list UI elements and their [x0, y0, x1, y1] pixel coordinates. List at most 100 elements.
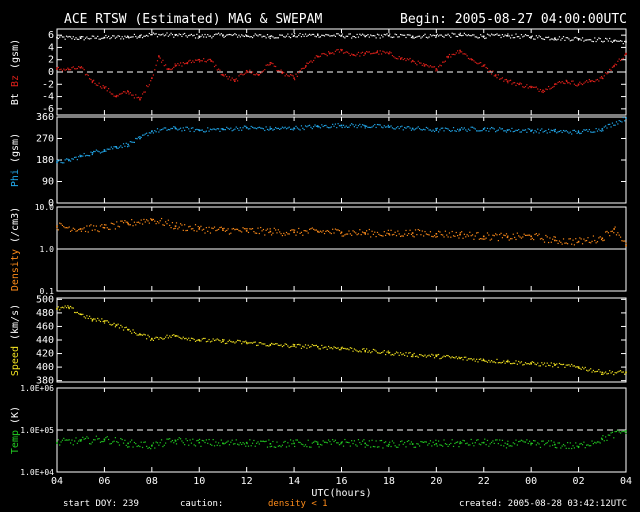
data-point: [91, 152, 94, 154]
data-point: [617, 232, 619, 234]
data-point: [614, 372, 616, 374]
data-point: [444, 60, 446, 62]
data-point: [596, 241, 599, 243]
data-point: [108, 88, 110, 90]
data-point: [469, 129, 471, 131]
data-point: [371, 126, 373, 128]
data-point: [375, 37, 377, 39]
data-point: [606, 38, 608, 40]
data-point: [393, 36, 395, 38]
data-point: [318, 231, 320, 233]
data-point: [554, 364, 556, 366]
data-point: [433, 66, 436, 68]
data-point: [503, 360, 505, 362]
data-point: [492, 127, 494, 129]
data-point: [558, 80, 561, 83]
data-point: [269, 35, 272, 38]
data-point: [461, 51, 463, 53]
data-point: [325, 346, 327, 348]
data-point: [318, 446, 320, 448]
data-point: [577, 131, 580, 134]
data-point: [398, 233, 400, 235]
data-point: [359, 229, 361, 231]
data-point: [283, 127, 285, 129]
data-point: [482, 64, 485, 66]
data-point: [592, 443, 595, 445]
data-point: [253, 230, 255, 233]
data-point: [625, 39, 627, 41]
data-point: [613, 40, 615, 42]
data-point: [275, 126, 277, 129]
data-point: [280, 344, 282, 346]
data-point: [101, 318, 103, 320]
data-point: [511, 363, 513, 365]
data-point: [113, 95, 115, 97]
data-point: [250, 445, 252, 447]
data-point: [394, 231, 396, 233]
data-point: [355, 36, 357, 39]
data-point: [121, 146, 123, 149]
data-point: [304, 344, 307, 346]
data-point: [342, 36, 345, 38]
data-point: [211, 60, 213, 62]
data-point: [118, 93, 121, 95]
data-point: [458, 52, 460, 54]
data-point: [184, 129, 186, 131]
data-point: [416, 127, 418, 129]
data-point: [455, 52, 457, 54]
data-point: [230, 79, 232, 81]
data-point: [207, 340, 209, 342]
data-point: [446, 34, 448, 36]
data-point: [247, 445, 250, 447]
data-point: [238, 339, 240, 342]
data-point: [370, 236, 372, 238]
data-point: [390, 354, 392, 356]
data-point: [189, 439, 191, 441]
ylabel-part: (/cm3): [10, 207, 21, 249]
data-point: [117, 95, 119, 97]
data-point: [133, 221, 136, 223]
data-point: [496, 439, 498, 441]
data-point: [198, 226, 201, 229]
data-point: [59, 159, 61, 161]
data-point: [560, 39, 562, 41]
data-point: [291, 74, 293, 76]
data-point: [220, 341, 222, 343]
data-point: [442, 61, 444, 63]
data-point: [216, 338, 218, 340]
data-point: [451, 439, 453, 441]
data-point: [65, 227, 68, 229]
data-point: [610, 372, 612, 374]
data-point: [590, 445, 592, 447]
data-point: [451, 130, 453, 132]
data-point: [580, 39, 582, 41]
data-point: [84, 74, 87, 76]
data-point: [448, 129, 451, 132]
data-point: [74, 68, 76, 70]
data-point: [466, 234, 468, 236]
data-point: [295, 346, 297, 348]
data-point: [326, 55, 328, 57]
data-point: [124, 35, 126, 37]
ylabel-part: Temp: [10, 430, 21, 454]
data-point: [291, 33, 293, 35]
data-point: [78, 313, 80, 315]
data-point: [186, 229, 188, 232]
data-point: [181, 338, 183, 340]
data-point: [474, 128, 476, 130]
data-point: [245, 228, 247, 230]
data-point: [516, 82, 518, 85]
data-point: [67, 227, 69, 229]
data-point: [340, 347, 343, 349]
data-point: [94, 82, 96, 85]
ytick-label: 0: [48, 67, 54, 78]
data-point: [333, 440, 335, 443]
data-point: [313, 441, 315, 443]
data-point: [71, 307, 73, 309]
data-point: [567, 82, 569, 84]
data-point: [471, 126, 474, 128]
data-point: [158, 55, 160, 58]
data-point: [132, 446, 134, 448]
data-point: [437, 353, 440, 356]
data-point: [315, 344, 317, 346]
